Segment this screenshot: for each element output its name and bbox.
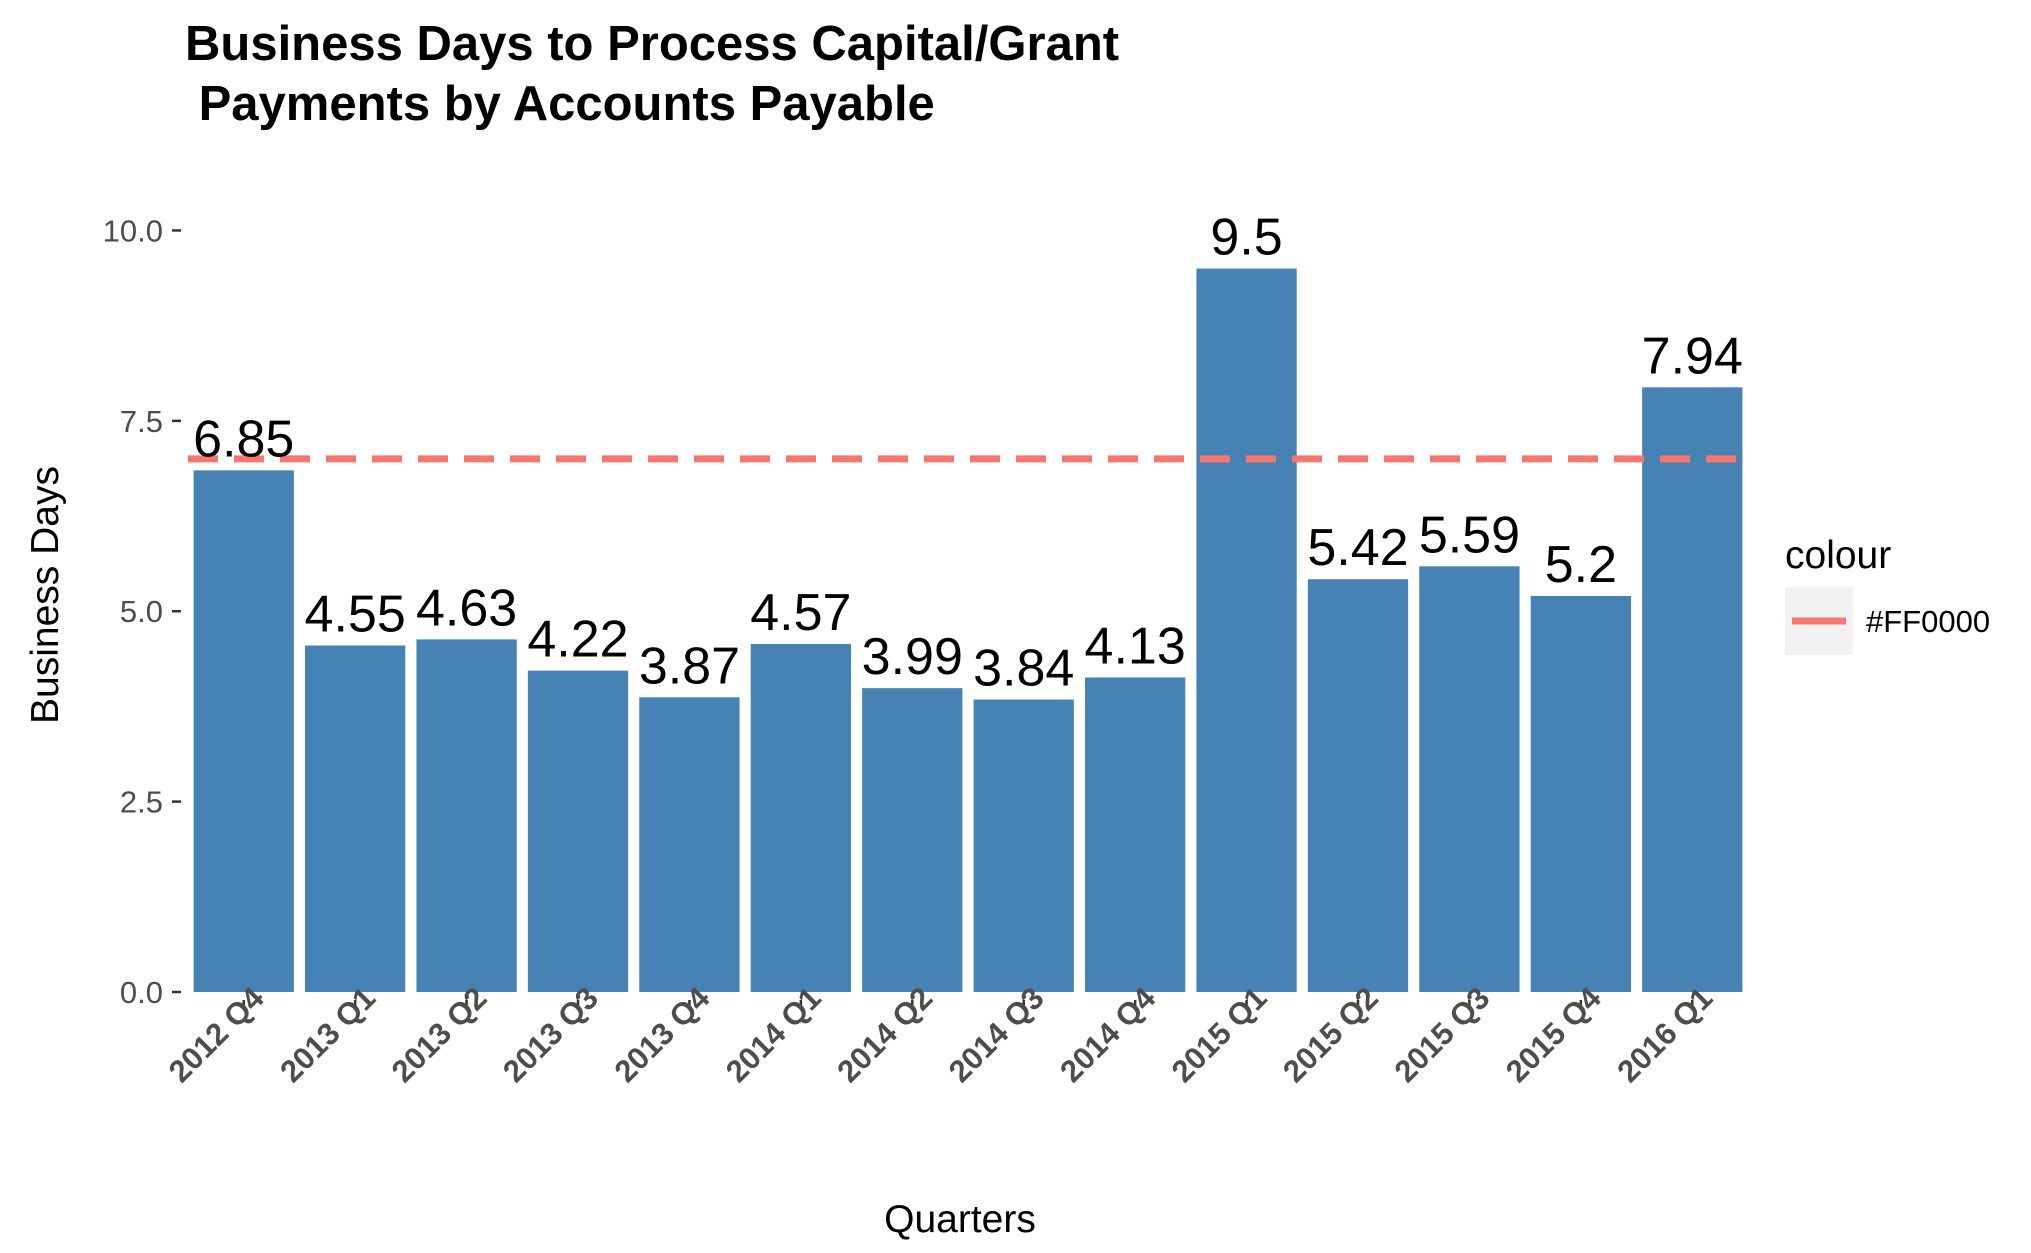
bar (639, 697, 740, 992)
bar (305, 645, 406, 992)
data-label: 5.2 (1545, 536, 1617, 594)
x-tick-label: 2013 Q2 (385, 980, 494, 1089)
data-label: 9.5 (1210, 209, 1282, 267)
y-tick-label: 10.0 (103, 213, 163, 248)
bar (1307, 579, 1409, 992)
y-tick-label: 2.5 (120, 785, 163, 820)
legend-title: colour (1785, 534, 1891, 577)
x-tick-label: 2013 Q1 (273, 980, 382, 1089)
x-axis-title: Quarters (884, 1198, 1036, 1241)
y-axis: 0.0 2.5 5.0 7.5 10.0 (103, 213, 181, 1010)
bar (416, 639, 517, 992)
data-label: 3.87 (639, 637, 740, 695)
legend: colour #FF0000 (1785, 534, 1990, 655)
bar (193, 470, 294, 992)
legend-item-label: #FF0000 (1866, 604, 1990, 639)
x-tick-label: 2014 Q3 (942, 980, 1051, 1089)
x-tick-label: 2015 Q2 (1276, 980, 1385, 1089)
x-axis: 2012 Q4 2013 Q1 2013 Q2 2013 Q3 2013 Q4 2014 … (162, 980, 1719, 1089)
data-label: 3.84 (973, 640, 1074, 698)
bar (862, 688, 963, 992)
data-label: 6.85 (193, 410, 294, 468)
y-tick-label: 0.0 (120, 975, 163, 1010)
x-tick-label: 2014 Q1 (719, 980, 828, 1089)
bar (1085, 677, 1186, 992)
data-label: 7.94 (1642, 327, 1743, 385)
x-tick-label: 2015 Q3 (1388, 980, 1497, 1089)
y-tick-label: 7.5 (120, 404, 163, 439)
bar (1530, 596, 1631, 992)
x-tick-label: 2015 Q1 (1165, 980, 1274, 1089)
data-label: 3.99 (862, 628, 963, 686)
bar (973, 699, 1074, 992)
x-tick-label: 2014 Q4 (1053, 980, 1162, 1089)
data-label: 4.55 (305, 586, 406, 644)
x-tick-label: 2012 Q4 (162, 980, 271, 1089)
bar (527, 670, 629, 992)
data-label: 4.57 (750, 584, 851, 642)
data-label: 4.22 (527, 611, 628, 669)
bar (1419, 566, 1520, 992)
data-label: 5.59 (1419, 506, 1520, 564)
bar (1196, 268, 1297, 992)
bar (1642, 387, 1743, 992)
bars (193, 268, 1743, 992)
data-labels: 6.85 4.55 4.634.22 3.874.573.99 3.84 4.13 9.5 5… (193, 209, 1743, 698)
x-tick-label: 2013 Q4 (608, 980, 717, 1089)
data-label: 4.63 (416, 579, 517, 637)
bar (750, 643, 851, 992)
x-tick-label: 2013 Q3 (496, 980, 605, 1089)
chart-title: Business Days to Process Capital/Grant P… (185, 17, 1119, 131)
data-label: 4.13 (1085, 617, 1186, 675)
x-tick-label: 2016 Q1 (1610, 980, 1719, 1089)
x-tick-label: 2014 Q2 (830, 980, 939, 1089)
y-axis-title: Business Days (24, 466, 67, 724)
y-tick-label: 5.0 (120, 594, 163, 629)
data-label: 5.42 (1307, 519, 1408, 577)
chart-title-line-1: Business Days to Process Capital/Grant (185, 17, 1119, 71)
x-tick-label: 2015 Q4 (1499, 980, 1608, 1089)
chart-title-line-2: Payments by Accounts Payable (185, 77, 935, 131)
